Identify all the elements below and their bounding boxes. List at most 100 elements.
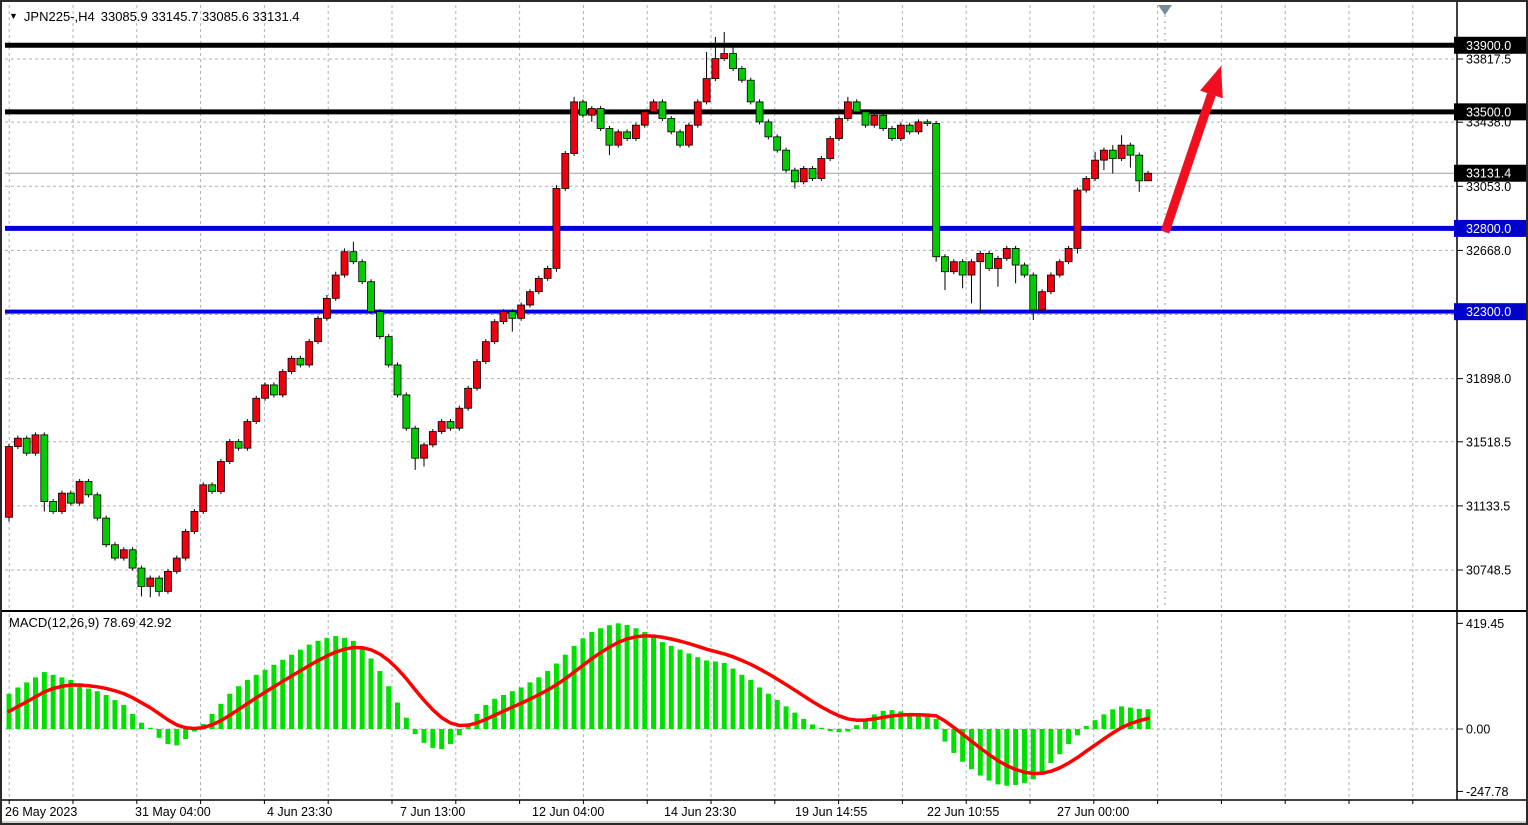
candle <box>1073 189 1082 249</box>
candle <box>1091 159 1099 179</box>
macd-histogram-bar <box>297 649 303 729</box>
time-axis-label: 14 Jun 23:30 <box>664 805 736 819</box>
candle <box>358 261 367 283</box>
candle <box>146 577 155 587</box>
candle <box>790 169 799 183</box>
macd-histogram-bar <box>580 638 586 729</box>
candle <box>393 364 402 396</box>
macd-histogram-bar <box>253 674 259 729</box>
macd-histogram-bar <box>960 729 966 762</box>
candle <box>464 387 473 409</box>
candle <box>667 118 676 133</box>
candle <box>490 321 499 343</box>
candle <box>499 311 508 323</box>
macd-histogram-bar <box>880 710 886 729</box>
candle <box>137 567 146 587</box>
candle <box>799 168 808 183</box>
macd-histogram-bar <box>818 727 824 729</box>
candle <box>22 437 31 454</box>
candle <box>1126 144 1135 156</box>
candle <box>66 492 75 504</box>
candle <box>914 121 923 133</box>
candle <box>808 168 817 179</box>
macd-histogram-bar <box>395 702 401 729</box>
candle <box>985 252 994 269</box>
candle <box>1064 247 1073 263</box>
candle <box>693 101 702 126</box>
macd-histogram-bar <box>147 727 153 729</box>
macd-histogram-bar <box>324 637 330 729</box>
trend-arrow-head[interactable] <box>1200 66 1223 99</box>
macd-histogram-bar <box>598 628 604 729</box>
macd-histogram-bar <box>863 719 869 729</box>
candle <box>340 251 349 276</box>
candle <box>331 274 340 299</box>
macd-histogram-bar <box>668 645 674 729</box>
macd-signal-line <box>7 634 1150 776</box>
macd-scale-label: -247.78 <box>1466 785 1508 799</box>
macd-histogram-bar <box>59 677 65 729</box>
macd-histogram-bar <box>439 729 445 750</box>
macd-histogram-bar <box>562 654 568 729</box>
candle <box>296 357 305 366</box>
macd-histogram-bar <box>359 648 365 729</box>
candle <box>49 501 58 512</box>
macd-histogram-bar <box>138 722 144 729</box>
candle <box>676 131 684 146</box>
candle <box>755 101 764 123</box>
macd-histogram-bar <box>333 636 339 729</box>
price-badge <box>1454 219 1526 237</box>
macd-histogram-bar <box>686 653 692 729</box>
price-axis-label: 31133.5 <box>1466 499 1510 513</box>
candle <box>181 531 190 559</box>
candle <box>128 549 137 569</box>
candle <box>870 114 879 126</box>
candle <box>905 124 914 133</box>
macd-histogram-bar <box>677 649 683 729</box>
candle <box>614 131 623 146</box>
candle <box>967 261 976 276</box>
candle <box>658 101 667 119</box>
candle <box>835 118 843 139</box>
candle <box>375 311 384 338</box>
candle <box>31 434 40 454</box>
time-axis-label: 27 Jun 00:00 <box>1057 805 1129 819</box>
macd-histogram-bar <box>456 729 462 736</box>
macd-histogram-bar <box>103 694 109 729</box>
macd-histogram-bar <box>739 674 745 729</box>
candle <box>685 124 693 146</box>
macd-histogram-bar <box>509 691 515 729</box>
macd-histogram-bar <box>1048 729 1054 764</box>
macd-histogram-bar <box>1101 714 1107 729</box>
candle <box>243 421 252 449</box>
macd-histogram-bar <box>1021 729 1027 784</box>
macd-histogram-bar <box>1013 729 1019 785</box>
candle <box>111 544 119 559</box>
macd-histogram-bar <box>712 661 718 729</box>
macd-histogram-bar <box>615 623 621 729</box>
candle <box>729 53 737 69</box>
macd-histogram-bar <box>553 663 559 729</box>
shift-marker-triangle-icon[interactable] <box>1158 5 1172 15</box>
chart-title: ▼ JPN225-,H4 33085.9 33145.7 33085.6 331… <box>9 9 300 24</box>
macd-histogram-bar <box>1092 720 1098 729</box>
candle <box>13 437 22 447</box>
macd-histogram-bar <box>209 713 215 729</box>
candle <box>75 481 84 504</box>
price-axis-label: 33053.0 <box>1466 180 1511 194</box>
macd-histogram-bar <box>871 714 877 729</box>
macd-histogram-bar <box>156 729 162 738</box>
candle <box>420 444 428 459</box>
candle <box>217 461 225 492</box>
candle <box>561 153 570 189</box>
candle <box>1144 172 1152 182</box>
candle <box>782 149 790 171</box>
candle <box>896 124 905 139</box>
macd-histogram-bar <box>827 729 833 732</box>
trend-arrow-shaft[interactable] <box>1160 92 1216 234</box>
macd-histogram-bar <box>659 642 665 729</box>
candle <box>384 336 393 366</box>
candle <box>1082 178 1091 191</box>
